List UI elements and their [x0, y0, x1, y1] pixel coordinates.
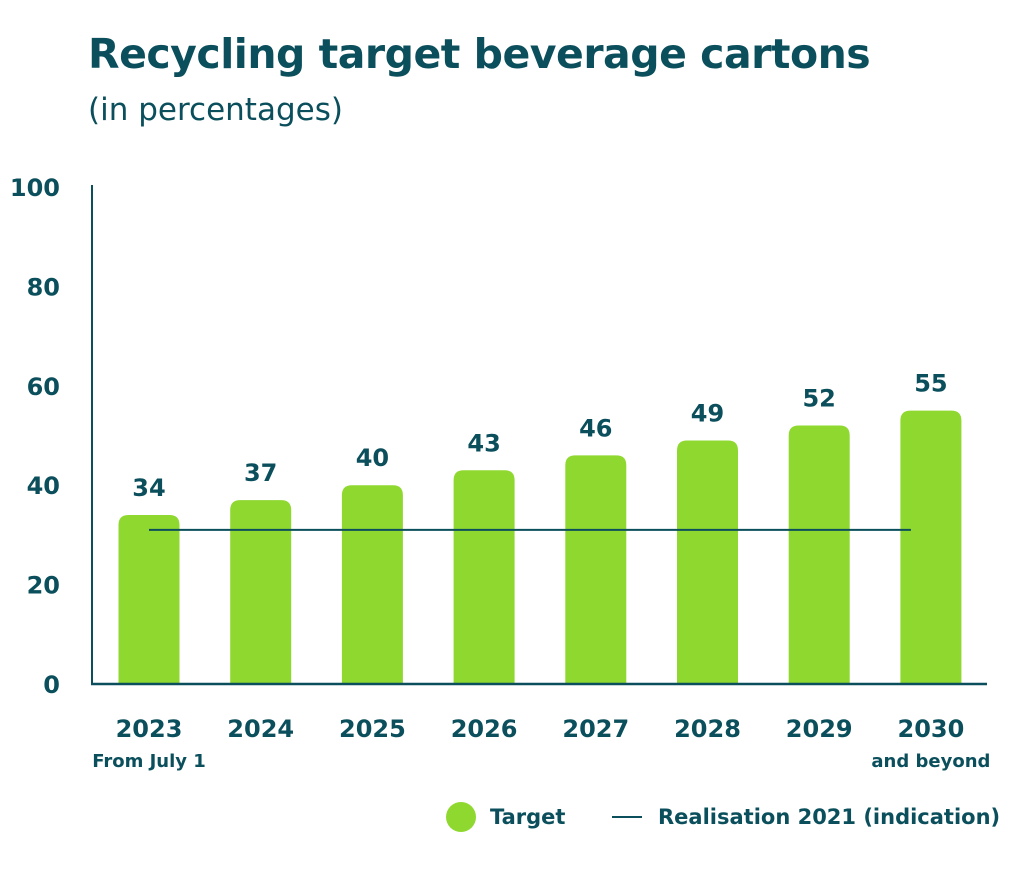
- y-axis-ticks: 0 20 40 60 80 100: [10, 174, 60, 699]
- chart-title: Recycling target beverage cartons: [88, 30, 871, 78]
- y-tick-label: 0: [43, 671, 60, 699]
- x-tick-label: 2029: [786, 715, 853, 743]
- value-label: 46: [579, 414, 612, 442]
- x-tick-label: 2026: [451, 715, 518, 743]
- chart-subtitle: (in percentages): [88, 92, 343, 128]
- legend-swatch-realisation: [612, 816, 642, 818]
- value-label: 37: [244, 459, 277, 487]
- y-tick-label: 40: [27, 472, 60, 500]
- legend-item-realisation: Realisation 2021 (indication): [612, 802, 1000, 832]
- bar-2026: [453, 470, 515, 684]
- bar-2029: [788, 425, 850, 684]
- bars: [118, 410, 962, 684]
- y-tick-label: 80: [27, 273, 60, 301]
- bar-2027: [565, 455, 627, 684]
- value-label: 49: [691, 399, 724, 427]
- x-axis-labels: 2023 From July 1 2024 2025 2026 2027 2028 2029 2…: [92, 715, 990, 772]
- value-label: 40: [356, 444, 389, 472]
- value-label: 55: [914, 370, 947, 398]
- x-tick-label: 2025: [339, 715, 406, 743]
- value-labels: 34 37 40 43 46 49 52 55: [132, 370, 947, 502]
- x-tick-label: 2030: [898, 715, 965, 743]
- x-tick-sublabel: and beyond: [871, 751, 990, 772]
- value-label: 43: [467, 429, 500, 457]
- bar-2030: [900, 410, 962, 684]
- x-tick-label: 2024: [227, 715, 294, 743]
- value-label: 52: [802, 385, 835, 413]
- bar-2024: [230, 500, 292, 684]
- x-tick-label: 2023: [116, 715, 183, 743]
- y-tick-label: 20: [27, 572, 60, 600]
- y-tick-label: 60: [27, 373, 60, 401]
- legend-label-realisation: Realisation 2021 (indication): [658, 805, 1001, 829]
- x-tick-label: 2028: [674, 715, 741, 743]
- legend-swatch-target: [446, 802, 476, 832]
- x-tick-label: 2027: [562, 715, 629, 743]
- y-tick-label: 100: [10, 174, 60, 202]
- legend-item-target: Target: [446, 802, 565, 832]
- bar-2025: [341, 485, 403, 684]
- value-label: 34: [132, 474, 165, 502]
- x-tick-sublabel: From July 1: [92, 751, 206, 772]
- bar-2028: [677, 440, 738, 684]
- bar-2023: [118, 515, 180, 684]
- legend-label-target: Target: [490, 805, 566, 829]
